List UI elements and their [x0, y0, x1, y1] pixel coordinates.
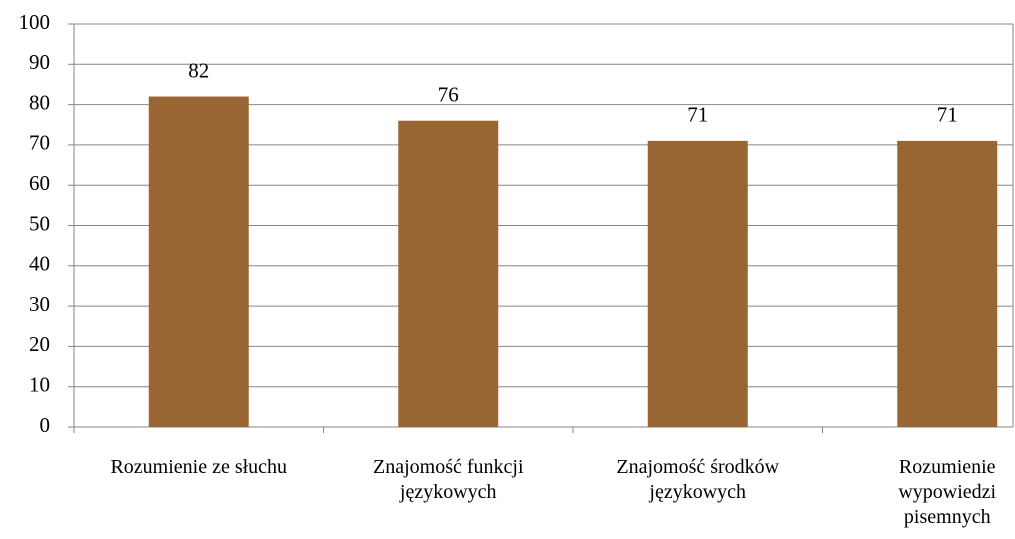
bar	[647, 140, 748, 427]
x-tick-label: Znajomość środków językowych	[616, 456, 780, 503]
x-tick-label: Rozumienie ze słuchu	[110, 456, 288, 478]
bar	[897, 140, 998, 427]
y-tick-label: 40	[29, 252, 50, 276]
y-tick-label: 30	[29, 292, 50, 316]
y-tick-label: 50	[29, 211, 50, 235]
y-tick-label: 60	[29, 171, 50, 195]
y-tick-label: 20	[29, 332, 50, 356]
value-label: 71	[937, 103, 958, 127]
value-label: 71	[687, 103, 708, 127]
y-tick-label: 70	[29, 131, 50, 155]
y-tick-label: 80	[29, 90, 50, 114]
x-tick-label: Znajomość funkcji językowych	[372, 456, 524, 503]
y-tick-label: 90	[29, 50, 50, 74]
x-tick-label: Rozumienie wypowiedzi pisemnych	[898, 456, 997, 528]
value-label: 76	[438, 83, 459, 107]
y-tick-label: 10	[29, 373, 50, 397]
y-tick-label: 0	[40, 413, 51, 437]
value-label: 82	[188, 58, 209, 82]
bar	[148, 96, 249, 427]
y-tick-label: 100	[19, 10, 51, 34]
bar	[398, 120, 499, 427]
